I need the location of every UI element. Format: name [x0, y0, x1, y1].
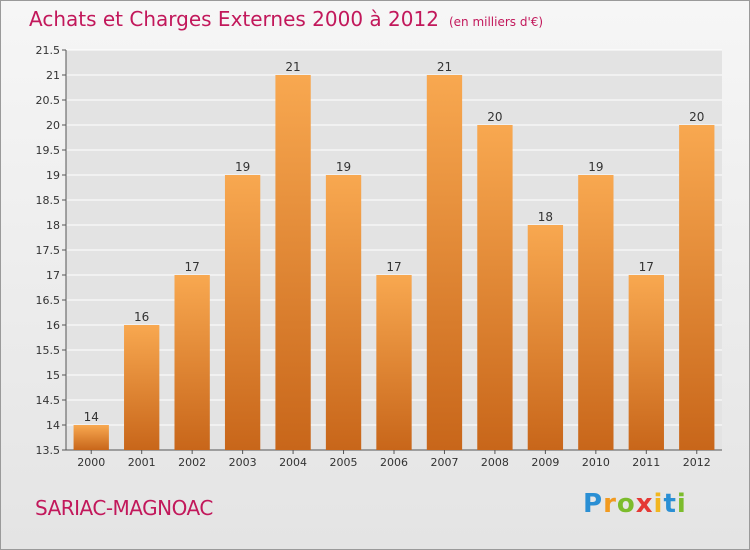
- bar-2012: [679, 125, 715, 450]
- bar-2004: [275, 75, 311, 450]
- chart-title: Achats et Charges Externes 2000 à 2012 (e…: [29, 7, 543, 31]
- x-tick-label: 2010: [582, 456, 610, 469]
- x-tick-label: 2009: [531, 456, 559, 469]
- commune-name: SARIAC-MAGNOAC: [35, 496, 213, 520]
- y-tick-label: 17: [46, 269, 60, 282]
- proxiti-logo: Proxiti: [583, 489, 687, 519]
- y-tick-label: 20: [46, 119, 60, 132]
- value-label-2003: 19: [235, 160, 250, 174]
- chart-subtitle: (en milliers d'€): [448, 15, 544, 29]
- y-tick-label: 13.5: [36, 444, 61, 457]
- y-tick-label: 18: [46, 219, 60, 232]
- y-tick-label: 16.5: [36, 294, 61, 307]
- x-tick-label: 2002: [178, 456, 206, 469]
- y-tick-label: 19.5: [36, 144, 61, 157]
- value-label-2005: 19: [336, 160, 351, 174]
- logo-letter: P: [583, 489, 604, 519]
- x-tick-label: 2003: [229, 456, 257, 469]
- y-tick-label: 16: [46, 319, 60, 332]
- value-label-2007: 21: [437, 60, 452, 74]
- x-tick-label: 2004: [279, 456, 307, 469]
- bar-2008: [477, 125, 513, 450]
- y-tick-label: 21.5: [36, 44, 61, 57]
- x-tick-label: 2001: [128, 456, 156, 469]
- value-label-2001: 16: [134, 310, 149, 324]
- bar-2000: [73, 425, 109, 450]
- y-tick-label: 15: [46, 369, 60, 382]
- bar-2009: [527, 225, 564, 450]
- y-tick-label: 18.5: [36, 194, 61, 207]
- x-tick-label: 2008: [481, 456, 509, 469]
- value-label-2006: 17: [386, 260, 401, 274]
- logo-letter: i: [676, 489, 687, 519]
- x-tick-label: 2005: [330, 456, 358, 469]
- y-tick-label: 20.5: [36, 94, 61, 107]
- x-tick-label: 2012: [683, 456, 711, 469]
- y-tick-label: 19: [46, 169, 60, 182]
- y-tick-label: 21: [46, 69, 60, 82]
- chart-title-text: Achats et Charges Externes 2000 à 2012: [29, 7, 439, 31]
- bar-2002: [174, 275, 210, 450]
- value-label-2011: 17: [639, 260, 654, 274]
- logo-letter: t: [663, 489, 677, 519]
- y-tick-label: 17.5: [36, 244, 61, 257]
- bar-2006: [376, 275, 412, 450]
- bar-2007: [426, 75, 463, 450]
- bar-2011: [628, 275, 664, 450]
- value-label-2004: 21: [285, 60, 300, 74]
- y-tick-label: 14.5: [36, 394, 61, 407]
- x-tick-label: 2000: [77, 456, 105, 469]
- bar-2005: [325, 175, 362, 450]
- value-label-2010: 19: [588, 160, 603, 174]
- value-label-2009: 18: [538, 210, 553, 224]
- value-label-2000: 14: [84, 410, 99, 424]
- y-tick-label: 15.5: [36, 344, 61, 357]
- logo-letter: o: [616, 489, 636, 519]
- value-label-2008: 20: [487, 110, 502, 124]
- value-label-2012: 20: [689, 110, 704, 124]
- y-tick-label: 14: [46, 419, 60, 432]
- bar-2010: [578, 175, 614, 450]
- x-tick-label: 2011: [632, 456, 660, 469]
- logo-letter: x: [635, 489, 654, 519]
- logo-letter: i: [653, 489, 664, 519]
- bar-2003: [224, 175, 261, 450]
- bar-2001: [124, 325, 160, 450]
- x-tick-label: 2007: [430, 456, 458, 469]
- x-tick-label: 2006: [380, 456, 408, 469]
- value-label-2002: 17: [185, 260, 200, 274]
- logo-letter: r: [603, 489, 617, 519]
